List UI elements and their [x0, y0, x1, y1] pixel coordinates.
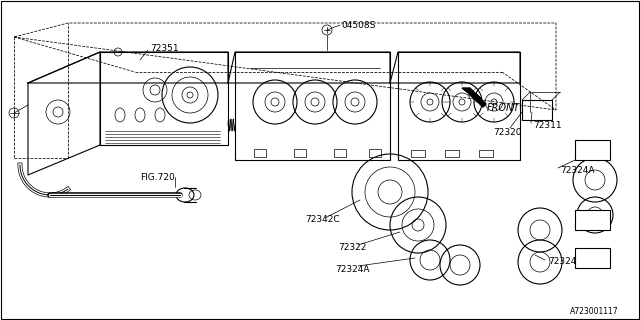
FancyBboxPatch shape — [575, 140, 610, 160]
FancyBboxPatch shape — [522, 100, 552, 120]
Text: A723001117: A723001117 — [570, 308, 619, 316]
Text: 04508S: 04508S — [341, 20, 376, 29]
FancyBboxPatch shape — [575, 248, 610, 268]
FancyBboxPatch shape — [479, 150, 493, 157]
FancyBboxPatch shape — [334, 149, 346, 157]
FancyBboxPatch shape — [575, 210, 610, 230]
Polygon shape — [462, 88, 486, 107]
Text: 72351: 72351 — [150, 44, 179, 52]
Text: 72342C: 72342C — [305, 215, 340, 225]
Text: 72311: 72311 — [533, 121, 562, 130]
FancyBboxPatch shape — [411, 150, 425, 157]
Text: 72324A: 72324A — [335, 265, 369, 274]
Text: FIG.720: FIG.720 — [140, 172, 175, 181]
Text: 72320: 72320 — [493, 127, 522, 137]
Text: 72324: 72324 — [548, 258, 577, 267]
Text: 72322: 72322 — [338, 244, 366, 252]
FancyBboxPatch shape — [445, 150, 459, 157]
Text: 72324A: 72324A — [560, 165, 595, 174]
FancyBboxPatch shape — [294, 149, 306, 157]
Text: FRONT: FRONT — [487, 103, 520, 113]
FancyBboxPatch shape — [369, 149, 381, 157]
FancyBboxPatch shape — [254, 149, 266, 157]
